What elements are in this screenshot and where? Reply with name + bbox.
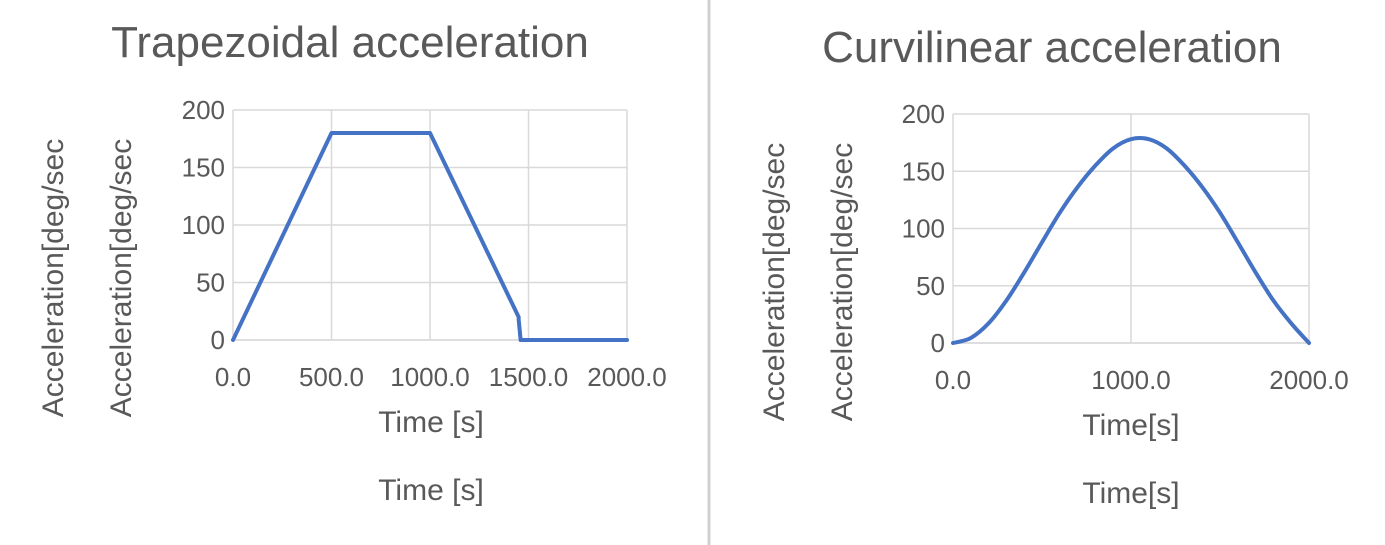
x-tick-label: 0.0 bbox=[935, 365, 971, 395]
y-tick-label: 200 bbox=[182, 95, 225, 125]
y-axis-title-repeat: Acceleration[deg/sec bbox=[826, 143, 859, 422]
x-axis-title-repeat: Time[s] bbox=[1082, 477, 1179, 510]
series-group bbox=[951, 136, 1311, 345]
x-tick-label: 2000.0 bbox=[1269, 365, 1349, 395]
series-group bbox=[231, 131, 629, 342]
y-tick-label: 200 bbox=[902, 99, 945, 129]
x-axis-title: Time[s] bbox=[1082, 409, 1179, 442]
y-tick-label: 0 bbox=[211, 325, 225, 355]
y-tick-label: 100 bbox=[902, 214, 945, 244]
x-axis-title: Time [s] bbox=[378, 406, 484, 439]
y-tick-label: 50 bbox=[916, 271, 945, 301]
x-axis-title-repeat: Time [s] bbox=[378, 474, 484, 507]
x-tick-labels: 0.0 1000.0 2000.0 bbox=[935, 365, 1349, 395]
x-tick-label: 0.0 bbox=[215, 362, 251, 392]
y-axis-title: Acceleration[deg/sec bbox=[37, 139, 70, 418]
gridlines bbox=[952, 113, 1310, 344]
y-tick-label: 50 bbox=[196, 268, 225, 298]
x-tick-label: 1000.0 bbox=[390, 362, 470, 392]
y-axis-title: Acceleration[deg/sec bbox=[758, 143, 791, 422]
series-line bbox=[951, 136, 1311, 345]
series-line bbox=[231, 131, 629, 342]
chart-title: Curvilinear acceleration bbox=[822, 23, 1282, 72]
x-tick-labels: 0.0 500.0 1000.0 1500.0 2000.0 bbox=[215, 362, 667, 392]
x-tick-label: 500.0 bbox=[299, 362, 364, 392]
y-tick-labels: 0 50 100 150 200 bbox=[902, 99, 945, 358]
x-tick-label: 1500.0 bbox=[489, 362, 569, 392]
gridlines bbox=[232, 109, 628, 341]
y-tick-label: 150 bbox=[902, 156, 945, 186]
y-tick-label: 150 bbox=[182, 153, 225, 183]
x-tick-label: 2000.0 bbox=[587, 362, 667, 392]
x-tick-label: 1000.0 bbox=[1091, 365, 1171, 395]
y-tick-label: 0 bbox=[931, 328, 945, 358]
curvilinear-chart: Curvilinear acceleration 0 50 100 150 200 0.… bbox=[758, 23, 1349, 510]
trapezoidal-chart: Trapezoidal acceleration 0 50 100 150 200 0.… bbox=[37, 18, 667, 507]
chart-title: Trapezoidal acceleration bbox=[111, 18, 589, 67]
y-tick-label: 100 bbox=[182, 210, 225, 240]
y-tick-labels: 0 50 100 150 200 bbox=[182, 95, 225, 355]
y-axis-title-repeat: Acceleration[deg/sec bbox=[105, 139, 138, 418]
